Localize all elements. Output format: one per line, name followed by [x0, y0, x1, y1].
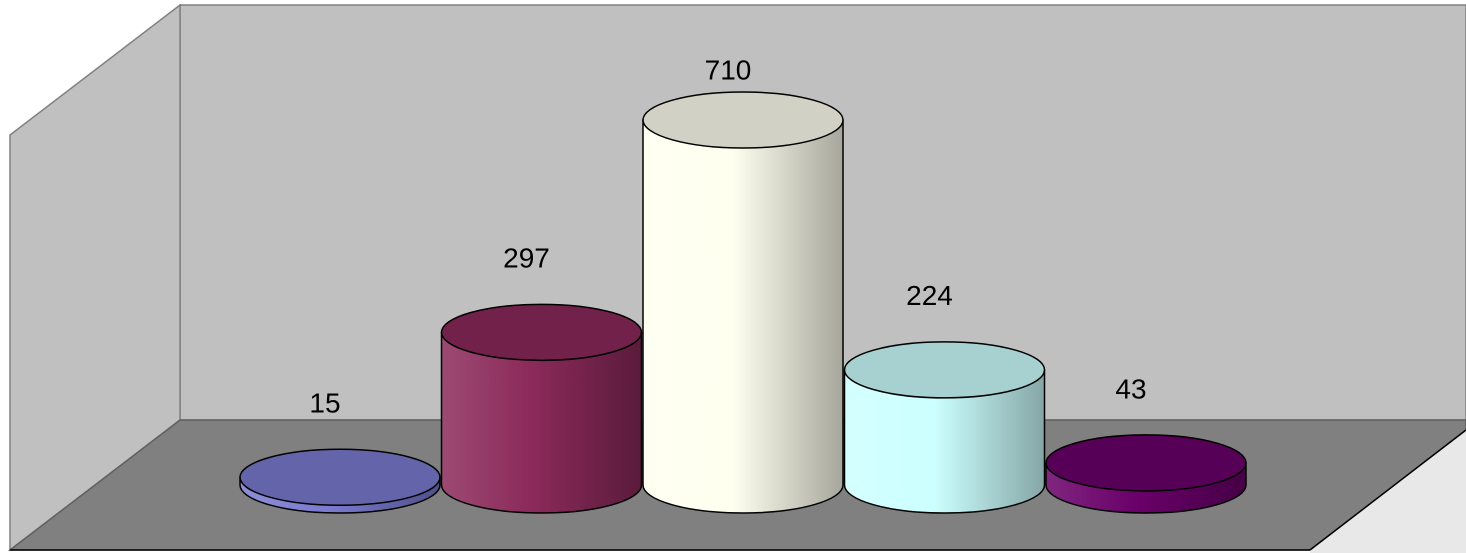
value-label: 710	[705, 54, 752, 85]
cylinder	[1045, 434, 1247, 514]
cylinder-top	[1045, 434, 1247, 492]
cylinder	[642, 91, 844, 514]
value-label: 15	[309, 388, 340, 419]
cylinder-body	[642, 119, 844, 514]
cylinder-top	[642, 91, 844, 149]
cylinder	[239, 448, 441, 514]
floor-edge	[1309, 429, 1466, 551]
cylinder-top	[440, 303, 643, 362]
cylinder	[843, 341, 1046, 514]
cylinder	[440, 303, 643, 514]
cylinder-body	[440, 331, 643, 514]
cylinder-body	[843, 369, 1046, 514]
cylinder-top	[239, 448, 441, 507]
value-label: 224	[906, 280, 953, 311]
value-label: 297	[503, 243, 550, 274]
value-label: 43	[1115, 373, 1146, 404]
cylinder-top	[843, 341, 1046, 399]
